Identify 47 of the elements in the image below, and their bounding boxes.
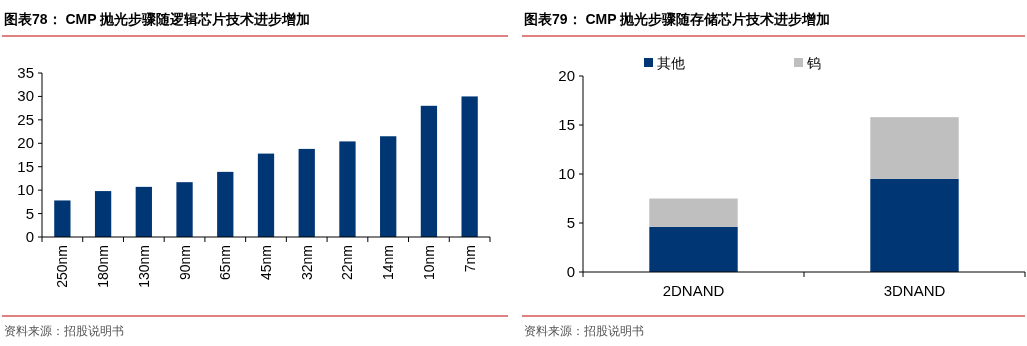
legend-label: 其他: [657, 55, 685, 71]
y-tick-label: 15: [17, 157, 34, 175]
text: 资料来源：招股说明书: [524, 324, 644, 338]
bar: [176, 182, 193, 237]
x-tick-label: 2DNAND: [662, 282, 725, 299]
y-tick-label: 10: [558, 165, 575, 182]
x-tick-label: 65nm: [217, 245, 234, 281]
bar: [649, 198, 738, 227]
bar: [298, 148, 315, 237]
y-tick-label: 5: [566, 214, 575, 231]
legend-label: 钨: [806, 55, 821, 71]
bar: [649, 226, 738, 272]
x-tick-label: 22nm: [339, 245, 356, 281]
y-tick-label: 0: [25, 228, 34, 245]
x-tick-label: 180nm: [95, 245, 112, 288]
y-tick-label: 5: [25, 204, 34, 222]
y-tick-label: 20: [17, 134, 34, 152]
y-tick-label: 10: [17, 181, 34, 199]
bar: [339, 141, 356, 237]
bar: [217, 171, 234, 237]
x-tick-label: 32nm: [298, 245, 315, 281]
x-tick-label: 45nm: [258, 245, 274, 281]
chart-title: 图表79： CMP 抛光步骤随存储芯片技术进步增加: [524, 11, 831, 27]
x-tick-label: 250nm: [54, 245, 71, 288]
bar: [461, 96, 478, 237]
y-tick-label: 20: [558, 67, 575, 84]
bar: [380, 136, 397, 237]
bar: [54, 200, 71, 237]
x-tick-label: 7nm: [461, 245, 478, 273]
x-tick-label: 90nm: [176, 245, 193, 281]
x-tick-label: 130nm: [135, 245, 152, 288]
x-tick-label: 14nm: [380, 245, 397, 281]
bar: [135, 186, 152, 237]
y-tick-label: 15: [558, 116, 575, 133]
bar: [94, 191, 112, 237]
chart-title: 图表78： CMP 抛光步骤随逻辑芯片技术进步增加: [4, 11, 311, 27]
bar: [870, 178, 959, 272]
text: 资料来源：招股说明书: [4, 324, 124, 338]
y-tick-label: 30: [17, 87, 34, 105]
bar: [420, 105, 438, 237]
y-tick-label: 25: [17, 110, 34, 128]
bar: [257, 153, 275, 237]
y-tick-label: 35: [17, 64, 34, 81]
x-tick-label: 3DNAND: [883, 282, 946, 299]
bar: [870, 117, 959, 179]
y-tick-label: 0: [566, 263, 575, 280]
x-tick-label: 10nm: [420, 245, 437, 281]
